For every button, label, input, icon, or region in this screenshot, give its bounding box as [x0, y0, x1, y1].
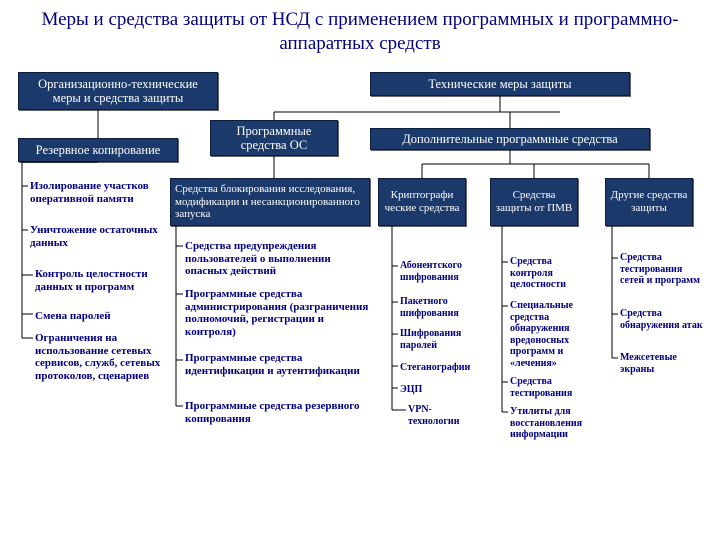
box-label: Технические меры защиты: [428, 77, 571, 91]
box-other: Другие средства защиты: [605, 178, 693, 226]
box-label: Организационно-технические меры и средст…: [25, 77, 211, 106]
leaf-subscriber-enc: Абонентского шифрования: [400, 260, 480, 283]
leaf-stegano: Стеганографии: [400, 362, 480, 374]
leaf-destroy-residual: Уничтожение остаточных данных: [30, 224, 165, 249]
box-additional-tools: Дополнительные программные средства: [370, 128, 650, 150]
page-title: Меры и средства защиты от НСД с применен…: [0, 0, 720, 62]
leaf-attack-detect: Средства обнаружения атак: [620, 308, 708, 331]
leaf-integrity-tools: Средства контроля целостности: [510, 256, 592, 291]
box-org-tech: Организационно-технические меры и средст…: [18, 72, 218, 110]
leaf-malware-detect: Специальные средства обнаружения вредоно…: [510, 300, 592, 369]
leaf-net-testing: Средства тестирования сетей и программ: [620, 252, 708, 287]
leaf-backup-tools: Программные средства резервного копирова…: [185, 400, 370, 425]
box-label: Другие средства защиты: [610, 189, 688, 214]
box-label: Средства защиты от ПМВ: [495, 189, 573, 214]
leaf-integrity-control: Контроль целостности данных и программ: [35, 268, 165, 293]
box-label: Резервное копирование: [36, 143, 161, 157]
leaf-change-passwords: Смена паролей: [35, 310, 165, 323]
leaf-ecp: ЭЦП: [400, 384, 480, 396]
leaf-firewalls: Межсетевые экраны: [620, 352, 708, 375]
leaf-password-enc: Шифрования паролей: [400, 328, 480, 351]
leaf-admin-tools: Программные средства администрирования (…: [185, 288, 370, 339]
box-backup: Резервное копирование: [18, 138, 178, 162]
leaf-ident-auth: Программные средства идентификации и аут…: [185, 352, 370, 377]
leaf-isolate-mem: Изолирование участков оперативной памяти: [30, 180, 165, 205]
box-tech-measures: Технические меры защиты: [370, 72, 630, 96]
leaf-packet-enc: Пакетного шифрования: [400, 296, 480, 319]
leaf-testing-tools: Средства тестирования: [510, 376, 592, 399]
leaf-recovery-utils: Утилиты для восстановления информации: [510, 406, 592, 441]
box-label: Программные средства ОС: [217, 124, 331, 153]
leaf-net-restrictions: Ограничения на использование сетевых сер…: [35, 332, 165, 383]
box-label: Средства блокирования исследования, моди…: [175, 183, 365, 221]
box-crypto: Криптографи ческие средства: [378, 178, 466, 226]
box-os-tools: Программные средства ОС: [210, 120, 338, 156]
box-label: Криптографи ческие средства: [383, 189, 461, 214]
box-pmv: Средства защиты от ПМВ: [490, 178, 578, 226]
leaf-warn-users: Средства предупреждения пользователей о …: [185, 240, 370, 278]
box-blocking-tools: Средства блокирования исследования, моди…: [170, 178, 370, 226]
box-label: Дополнительные программные средства: [402, 132, 617, 146]
leaf-vpn: VPN-технологии: [408, 404, 480, 427]
